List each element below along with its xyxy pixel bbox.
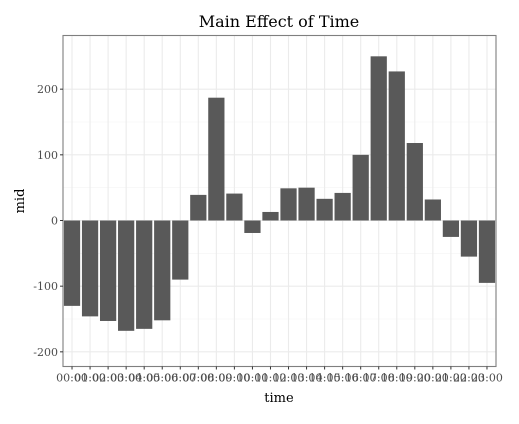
x-tick-label: 14:00: [309, 372, 341, 385]
bar: [99, 220, 117, 321]
y-tick-label: 100: [37, 149, 58, 162]
bar: [424, 199, 441, 221]
x-tick-label: 22:00: [453, 372, 485, 385]
x-tick-label: 07:00: [182, 372, 214, 385]
x-tick-label: 00:00: [56, 372, 88, 385]
x-tick-label: 02:00: [92, 372, 124, 385]
x-tick-label: 21:00: [435, 372, 467, 385]
bars: [63, 56, 496, 331]
y-tick-label: -100: [33, 280, 58, 293]
bar: [298, 187, 315, 221]
bar: [442, 220, 460, 237]
x-tick-label: 11:00: [255, 372, 287, 385]
panel-border: [62, 34, 497, 368]
bar: [172, 220, 189, 280]
x-tick-label: 06:00: [164, 372, 196, 385]
x-tick-label: 03:00: [110, 372, 142, 385]
x-tick-label: 13:00: [291, 372, 323, 385]
y-tick-label: -200: [33, 346, 58, 359]
bar: [316, 198, 333, 221]
x-tick-label: 05:00: [146, 372, 178, 385]
bar: [244, 220, 261, 233]
bar: [262, 211, 279, 221]
bar: [63, 220, 81, 306]
y-axis-title: mid: [13, 189, 28, 214]
bar: [460, 220, 478, 257]
x-tick-label: 20:00: [417, 372, 449, 385]
y-tick-label: 0: [51, 215, 58, 228]
bar: [370, 56, 387, 221]
x-tick-label: 19:00: [399, 372, 431, 385]
bar: [190, 194, 207, 221]
x-tick-label: 16:00: [345, 372, 377, 385]
x-tick-label: 12:00: [273, 372, 305, 385]
x-tick-label: 23:00: [471, 372, 503, 385]
x-tick-label: 10:00: [237, 372, 269, 385]
x-tick-label: 04:00: [128, 372, 160, 385]
x-axis-title: time: [264, 391, 294, 406]
bar: [208, 97, 225, 221]
y-axis: -200 -100 0 100 200: [33, 83, 63, 359]
x-tick-label: 17:00: [363, 372, 395, 385]
bar: [280, 188, 297, 221]
bar: [406, 143, 423, 221]
chart-title: Main Effect of Time: [199, 12, 360, 31]
bar: [352, 154, 369, 221]
y-tick-label: 200: [37, 83, 58, 96]
x-tick-label: 08:00: [201, 372, 233, 385]
x-tick-label: 15:00: [327, 372, 359, 385]
bar: [136, 220, 153, 329]
x-tick-label: 01:00: [74, 372, 106, 385]
bar: [118, 220, 135, 331]
x-tick-label: 09:00: [219, 372, 251, 385]
bar: [388, 71, 405, 221]
bar: [81, 220, 99, 317]
bar: [226, 193, 243, 221]
bar: [334, 192, 351, 221]
x-tick-label: 18:00: [381, 372, 413, 385]
bar: [478, 220, 496, 283]
x-axis: 00:0001:0002:0003:0004:0005:0006:0007:00…: [56, 366, 503, 385]
bar: [154, 220, 171, 321]
